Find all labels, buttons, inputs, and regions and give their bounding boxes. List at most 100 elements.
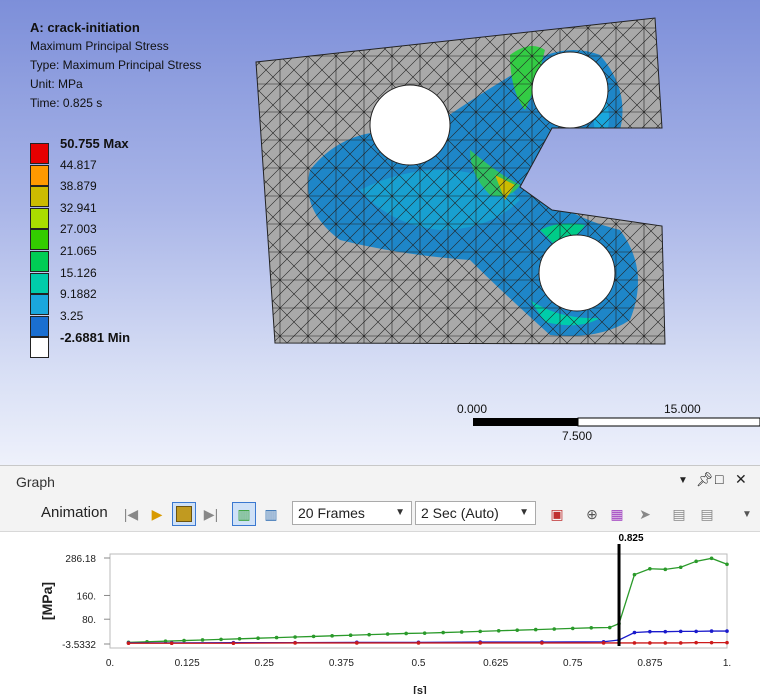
data-point bbox=[163, 639, 168, 643]
frames-select[interactable]: 20 Frames ▼ bbox=[292, 501, 412, 525]
data-point bbox=[663, 629, 668, 634]
legend-swatch bbox=[30, 229, 49, 251]
data-point bbox=[126, 641, 131, 646]
result-line-4: Time: 0.825 s bbox=[30, 96, 103, 110]
data-point bbox=[709, 640, 714, 645]
graph-panel: Graph ▼ 📌︎ □ ✕ Animation |◀ ▶ ▶| ▥ ▥ 20 … bbox=[0, 465, 760, 694]
data-point bbox=[533, 627, 538, 632]
data-point bbox=[496, 628, 501, 633]
distributed-frames-icon[interactable]: ▥ bbox=[232, 502, 256, 526]
geometry-viewport[interactable]: A: crack-initiation Maximum Principal St… bbox=[0, 0, 760, 465]
duration-select[interactable]: 2 Sec (Auto) ▼ bbox=[415, 501, 536, 525]
x-tick-label: 0.125 bbox=[175, 658, 200, 669]
overflow-chevron-icon[interactable]: ▼ bbox=[742, 508, 752, 520]
data-point bbox=[219, 637, 223, 642]
data-point bbox=[231, 641, 236, 646]
animation-toolbar: Animation |◀ ▶ ▶| ▥ ▥ 20 Frames ▼ 2 Sec (… bbox=[0, 497, 760, 532]
zoom-icon[interactable]: ⊕ bbox=[586, 505, 598, 522]
data-point bbox=[404, 631, 408, 636]
y-axis-label: [MPa] bbox=[39, 582, 55, 620]
chevron-down-icon: ▼ bbox=[519, 507, 529, 518]
y-tick-label: 286.18 bbox=[65, 554, 96, 565]
data-point bbox=[385, 632, 390, 636]
export-video-icon[interactable]: ▣ bbox=[550, 505, 564, 522]
close-icon[interactable]: ✕ bbox=[735, 471, 747, 487]
data-point bbox=[416, 641, 421, 645]
maximize-icon[interactable]: □ bbox=[715, 471, 724, 487]
data-point bbox=[293, 635, 297, 639]
x-tick-label: 0.25 bbox=[255, 658, 275, 669]
data-point bbox=[648, 566, 652, 571]
data-point bbox=[330, 634, 334, 638]
data-point bbox=[589, 626, 594, 630]
animation-label: Animation bbox=[41, 504, 108, 521]
result-info: A: crack-initiation Maximum Principal St… bbox=[30, 18, 201, 113]
chevron-down-icon: ▼ bbox=[395, 507, 405, 518]
data-point bbox=[348, 633, 353, 638]
contour-icon[interactable]: ▦ bbox=[610, 505, 624, 522]
stop-button[interactable] bbox=[172, 502, 196, 526]
x-tick-label: 0.625 bbox=[483, 658, 508, 669]
legend-swatch bbox=[30, 164, 49, 186]
table-icon[interactable]: ▤ bbox=[672, 505, 686, 522]
legend-swatch bbox=[30, 337, 49, 359]
data-point bbox=[709, 629, 714, 633]
data-point bbox=[694, 640, 698, 645]
data-point bbox=[540, 641, 544, 645]
data-point bbox=[478, 629, 483, 634]
data-point bbox=[678, 641, 683, 645]
scale-label-right: 15.000 bbox=[664, 402, 701, 416]
data-point bbox=[601, 641, 606, 645]
probe-icon[interactable]: ➤ bbox=[639, 505, 651, 522]
legend-swatch bbox=[30, 315, 49, 337]
legend-label: 21.065 bbox=[60, 244, 97, 258]
legend-swatch bbox=[30, 207, 49, 229]
stress-time-chart[interactable]: 286.18 160. 80. -3.5332 0. 0.125 0.25 0.375 0.5 0… bbox=[0, 531, 760, 694]
result-points-icon[interactable]: ▥ bbox=[264, 505, 278, 522]
data-point bbox=[632, 572, 637, 577]
result-title: A: crack-initiation bbox=[30, 20, 140, 35]
legend-label: 44.817 bbox=[60, 157, 97, 172]
data-point bbox=[709, 556, 714, 561]
x-tick-label: 0.75 bbox=[563, 658, 583, 669]
legend-swatch bbox=[30, 272, 49, 294]
data-point bbox=[648, 641, 652, 645]
dropdown-arrow-icon[interactable]: ▼ bbox=[678, 475, 688, 486]
legend-label: 9.1882 bbox=[60, 287, 97, 302]
legend-swatch bbox=[30, 186, 49, 208]
x-tick-label: 1. bbox=[723, 658, 731, 669]
graph-title: Graph bbox=[16, 474, 55, 490]
data-point bbox=[256, 636, 260, 641]
legend-label: 3.25 bbox=[60, 308, 84, 323]
y-tick-label: 80. bbox=[82, 615, 96, 626]
x-tick-label: 0. bbox=[106, 658, 114, 669]
result-line-1: Maximum Principal Stress bbox=[30, 39, 169, 53]
series-line-2 bbox=[128, 642, 727, 644]
x-axis-label: [s] bbox=[413, 685, 427, 694]
x-tick-label: 0.875 bbox=[637, 658, 662, 669]
legend-label: 32.941 bbox=[60, 200, 97, 215]
result-line-3: Unit: MPa bbox=[30, 77, 83, 91]
stop-icon bbox=[176, 506, 192, 522]
previous-frame-icon[interactable]: |◀ bbox=[123, 505, 139, 522]
mesh-model[interactable] bbox=[0, 0, 760, 465]
data-point bbox=[725, 640, 729, 645]
table-settings-icon[interactable]: ▤ bbox=[700, 505, 714, 522]
current-time-label: 0.825 bbox=[619, 533, 644, 544]
pin-icon[interactable]: 📌︎ bbox=[696, 471, 714, 487]
play-icon[interactable]: ▶ bbox=[151, 505, 163, 522]
legend-swatch bbox=[30, 143, 49, 164]
legend-swatch bbox=[30, 251, 49, 272]
data-point bbox=[355, 641, 359, 645]
data-point bbox=[694, 559, 698, 564]
y-tick-label: -3.5332 bbox=[62, 640, 96, 651]
x-tick-label: 0.375 bbox=[329, 658, 354, 669]
data-point bbox=[648, 629, 652, 634]
data-point bbox=[293, 641, 297, 645]
scale-bar-left bbox=[473, 418, 578, 426]
y-tick-label: 160. bbox=[77, 591, 96, 602]
next-frame-icon[interactable]: ▶| bbox=[203, 505, 219, 522]
data-point bbox=[725, 629, 729, 633]
data-point bbox=[632, 641, 637, 645]
result-line-2: Type: Maximum Principal Stress bbox=[30, 58, 202, 72]
